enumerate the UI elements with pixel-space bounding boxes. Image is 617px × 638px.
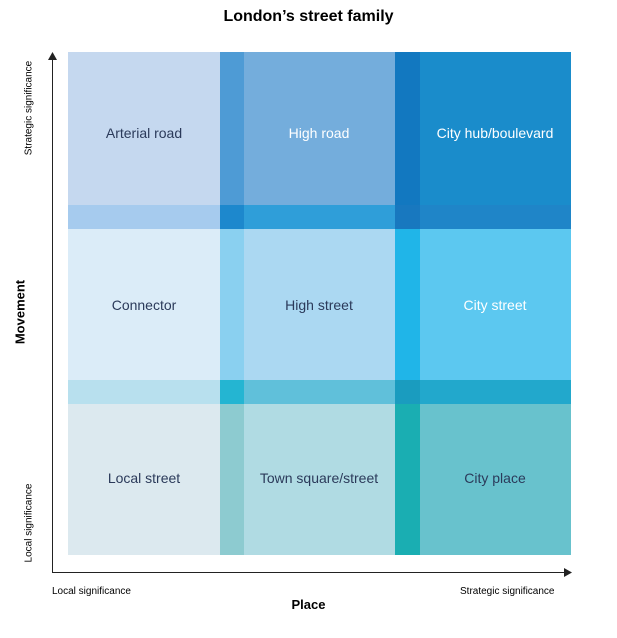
x-axis-arrow-icon: [564, 568, 572, 577]
cell-high-road: [244, 52, 395, 205]
band-h2-col1: [68, 380, 220, 404]
band-intersection-12: [395, 205, 420, 229]
label-high-road: High road: [288, 125, 350, 141]
y-axis-label: Movement: [12, 279, 28, 345]
band-h1-col3: [420, 205, 571, 229]
band-v2-bot: [395, 404, 420, 555]
band-v1-mid: [220, 229, 244, 380]
band-intersection-11: [220, 205, 244, 229]
cell-arterial-road: [68, 52, 220, 205]
band-v1-top: [220, 52, 244, 205]
label-city-street: City street: [463, 297, 527, 313]
y-tick-high: Strategic significance: [23, 60, 35, 156]
label-city-hub: City hub/boulevard: [436, 125, 554, 141]
band-h2-col2: [244, 380, 395, 404]
y-axis-line: [52, 60, 53, 572]
cell-high-street: [244, 229, 395, 380]
label-local-street: Local street: [107, 470, 181, 486]
label-city-place: City place: [464, 470, 526, 486]
band-intersection-22: [395, 380, 420, 404]
label-high-street: High street: [285, 297, 353, 313]
y-axis-arrow-icon: [48, 52, 57, 60]
cell-city-place: [420, 404, 571, 555]
label-arterial-road: Arterial road: [105, 125, 183, 141]
band-v1-bot: [220, 404, 244, 555]
x-axis-line: [52, 572, 564, 573]
diagram-title: London’s street family: [223, 8, 394, 25]
band-h1-col2: [244, 205, 395, 229]
band-v2-mid: [395, 229, 420, 380]
label-town-square: Town square/street: [259, 470, 379, 486]
cell-local-street: [68, 404, 220, 555]
cell-city-hub: [420, 52, 571, 205]
x-tick-low: Local significance: [52, 586, 131, 597]
band-h2-col3: [420, 380, 571, 404]
cell-city-street: [420, 229, 571, 380]
x-tick-high: Strategic significance: [460, 586, 555, 597]
band-intersection-21: [220, 380, 244, 404]
band-v2-top: [395, 52, 420, 205]
label-connector: Connector: [111, 297, 177, 313]
cell-connector: [68, 229, 220, 380]
y-tick-low: Local significance: [23, 483, 35, 563]
cell-town-square: [244, 404, 395, 555]
x-axis-label: Place: [291, 597, 326, 612]
band-h1-col1: [68, 205, 220, 229]
